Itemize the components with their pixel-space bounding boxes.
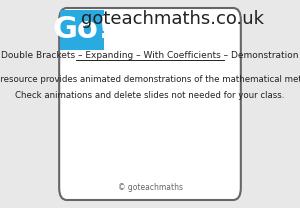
Text: Double Brackets – Expanding – With Coefficients – Demonstration: Double Brackets – Expanding – With Coeff… xyxy=(1,52,299,61)
Text: © goteachmaths: © goteachmaths xyxy=(118,183,182,192)
FancyBboxPatch shape xyxy=(59,8,241,200)
Text: This resource provides animated demonstrations of the mathematical method.: This resource provides animated demonstr… xyxy=(0,76,300,84)
Text: Go!: Go! xyxy=(52,16,112,45)
Text: goteachmaths.co.uk: goteachmaths.co.uk xyxy=(81,10,264,28)
FancyBboxPatch shape xyxy=(61,10,104,50)
Text: Check animations and delete slides not needed for your class.: Check animations and delete slides not n… xyxy=(15,90,285,99)
